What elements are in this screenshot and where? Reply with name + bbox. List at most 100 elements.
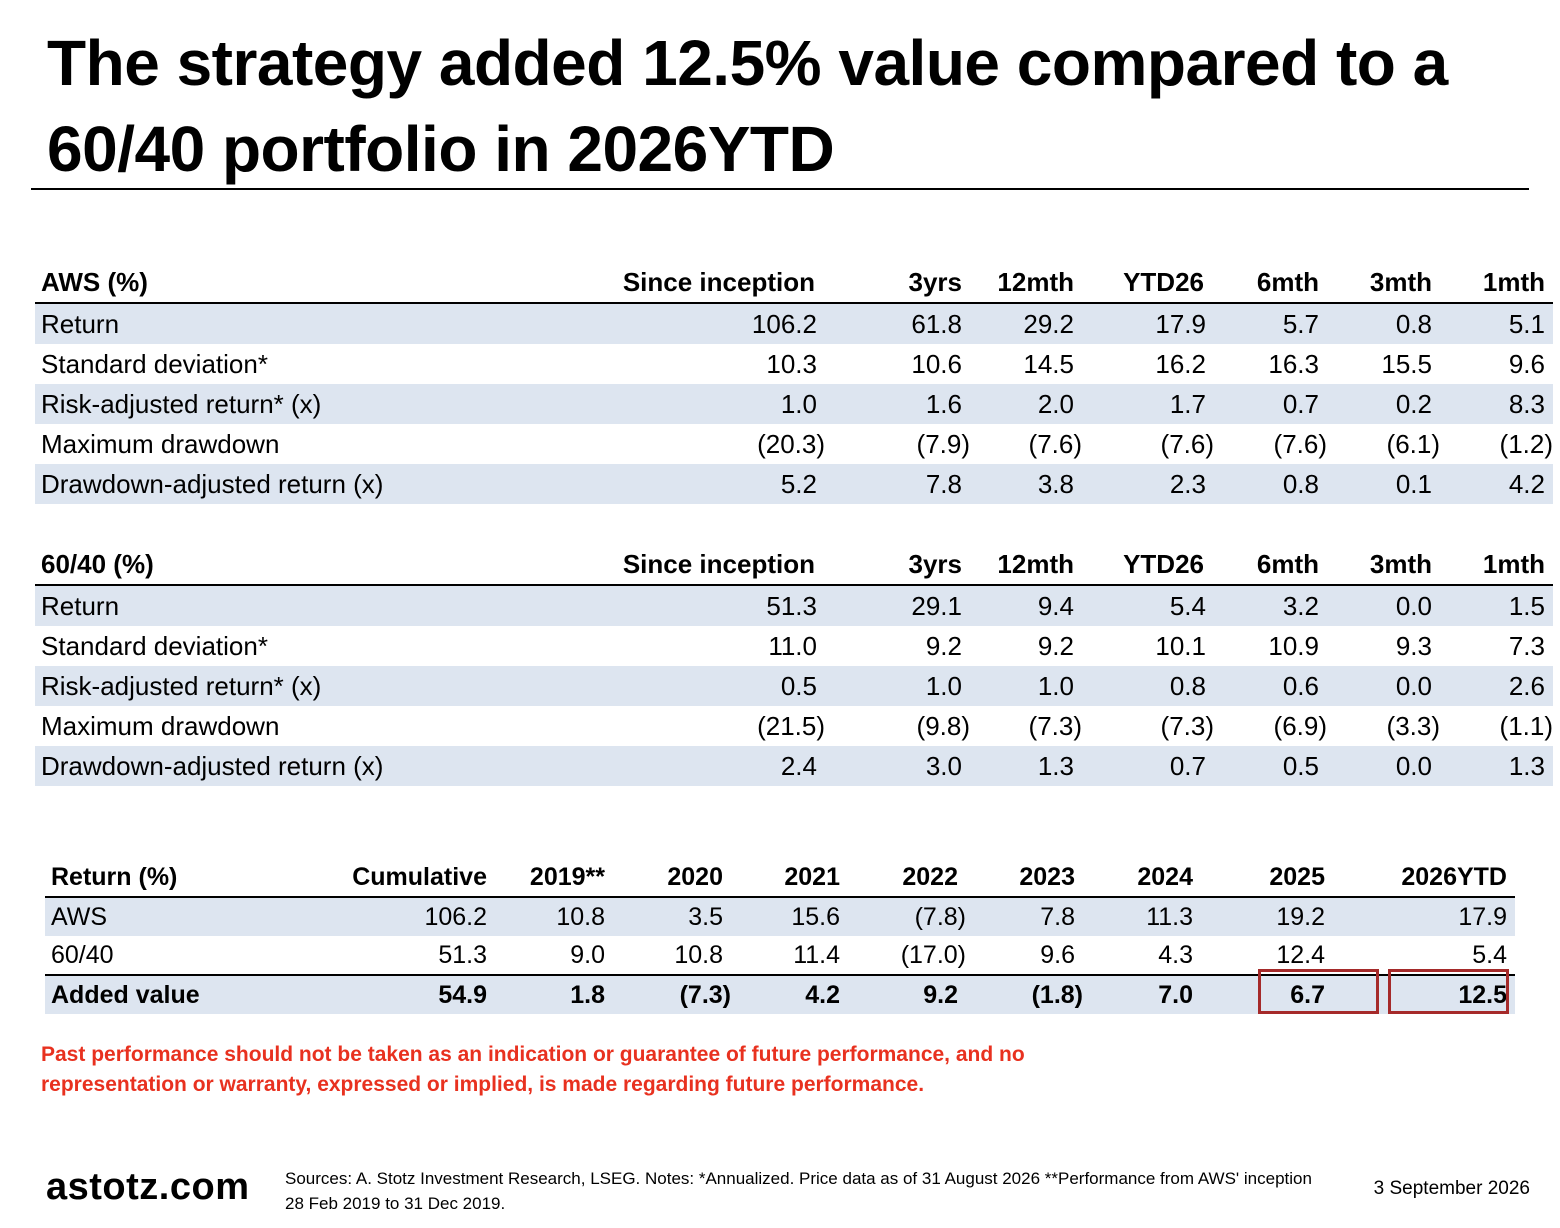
aws-cell: (7.9) xyxy=(916,428,970,459)
aws-cell: 10.3 xyxy=(766,348,817,379)
aws-header-col: 3yrs xyxy=(825,262,970,304)
aws-row-label: Maximum drawdown xyxy=(41,428,280,459)
sixty-forty-cell: 10.9 xyxy=(1268,630,1319,661)
sixty-forty-header-col: 3yrs xyxy=(825,544,970,586)
sixty-forty-cell: 1.3 xyxy=(970,746,1082,786)
return-cell: 6.7 xyxy=(1201,974,1349,1014)
sixty-forty-row-label: Maximum drawdown xyxy=(41,710,280,741)
sixty-forty-row-label: Risk-adjusted return* (x) xyxy=(35,666,590,706)
aws-cell: (6.1) xyxy=(1386,428,1440,459)
return-row: 60/40 51.3 9.0 10.8 11.4 (17.0) 9.6 4.3 12.4 5.4 xyxy=(45,936,1515,975)
return-cell: 10.8 xyxy=(495,897,613,936)
aws-row: Drawdown-adjusted return (x) 5.2 7.8 3.8 2.3… xyxy=(35,464,1553,504)
report-date: 3 September 2026 xyxy=(1373,1178,1530,1199)
aws-cell: 0.2 xyxy=(1327,384,1440,424)
aws-cell: 0.8 xyxy=(1214,464,1327,504)
aws-cell: 8.3 xyxy=(1440,384,1553,424)
aws-cell: 14.5 xyxy=(1023,348,1074,379)
aws-cell: 17.9 xyxy=(1082,303,1214,344)
sixty-forty-row: Return 51.3 29.1 9.4 5.4 3.2 0.0 1.5 xyxy=(35,585,1553,626)
aws-header-col: 6mth xyxy=(1214,262,1327,304)
sixty-forty-cell: 0.0 xyxy=(1327,746,1440,786)
aws-cell: 1.6 xyxy=(825,384,970,424)
return-cell: 12.4 xyxy=(1276,940,1325,969)
aws-cell: 2.0 xyxy=(970,384,1082,424)
sixty-forty-row-label: Standard deviation* xyxy=(41,630,268,661)
sixty-forty-cell: 1.5 xyxy=(1440,585,1553,626)
highlight-box-2026ytd xyxy=(1388,969,1509,1014)
return-cell: (7.3) xyxy=(613,974,731,1014)
aws-cell: 16.3 xyxy=(1268,348,1319,379)
aws-cell: 5.1 xyxy=(1440,303,1553,344)
sixty-forty-cell: 0.0 xyxy=(1327,666,1440,706)
aws-cell: 15.5 xyxy=(1381,348,1432,379)
sixty-forty-header-col: 1mth xyxy=(1440,544,1553,586)
return-cell: 19.2 xyxy=(1201,897,1349,936)
return-header-col: 2026YTD xyxy=(1349,858,1515,898)
return-row-label: Added value xyxy=(45,974,305,1014)
return-header-col: 2022 xyxy=(848,858,966,898)
return-header-col: Cumulative xyxy=(305,858,495,898)
return-cell: 9.6 xyxy=(1040,940,1075,969)
return-cell: 54.9 xyxy=(305,974,495,1014)
highlight-box-2025 xyxy=(1258,969,1379,1014)
sixty-forty-cell: (9.8) xyxy=(916,710,970,741)
sixty-forty-cell: 9.3 xyxy=(1395,630,1432,661)
aws-performance-table: AWS (%) Since inception 3yrs 12mth YTD26… xyxy=(35,262,1553,504)
return-cell: (17.0) xyxy=(900,940,966,969)
aws-row-label: Return xyxy=(35,303,590,344)
return-cell: 3.5 xyxy=(613,897,731,936)
return-cell: 7.8 xyxy=(966,897,1083,936)
aws-row: Standard deviation* 10.3 10.6 14.5 16.2 16.3 1… xyxy=(35,344,1553,384)
aws-cell: 4.2 xyxy=(1440,464,1553,504)
sixty-forty-cell: 51.3 xyxy=(590,585,825,626)
sixty-forty-row: Standard deviation* 11.0 9.2 9.2 10.1 10.9 9.3… xyxy=(35,626,1553,666)
aws-cell: 0.8 xyxy=(1327,303,1440,344)
sixty-forty-cell: 0.5 xyxy=(1214,746,1327,786)
sixty-forty-header-label: 60/40 (%) xyxy=(35,544,590,586)
sixty-forty-performance-table: 60/40 (%) Since inception 3yrs 12mth YTD… xyxy=(35,544,1553,786)
return-cell: 5.4 xyxy=(1472,940,1507,969)
aws-header-col: 12mth xyxy=(970,262,1082,304)
return-header-col: 2021 xyxy=(731,858,848,898)
sixty-forty-cell: (21.5) xyxy=(757,710,825,741)
return-cell: 1.8 xyxy=(495,974,613,1014)
sixty-forty-cell: 0.5 xyxy=(590,666,825,706)
aws-cell: 10.6 xyxy=(911,348,962,379)
aws-cell: (20.3) xyxy=(757,428,825,459)
sixty-forty-cell: 7.3 xyxy=(1508,630,1545,661)
return-cell: 51.3 xyxy=(438,940,487,969)
aws-table-header: AWS (%) Since inception 3yrs 12mth YTD26… xyxy=(35,262,1553,304)
sixty-forty-cell: 1.0 xyxy=(825,666,970,706)
return-cell: 4.3 xyxy=(1158,940,1193,969)
aws-cell: 5.2 xyxy=(590,464,825,504)
return-header-col: 2023 xyxy=(966,858,1083,898)
sixty-forty-cell: 3.2 xyxy=(1214,585,1327,626)
return-cell: 9.2 xyxy=(848,974,966,1014)
sixty-forty-row: Maximum drawdown (21.5) (9.8) (7.3) (7.3) (6.… xyxy=(35,706,1553,746)
aws-cell: 3.8 xyxy=(970,464,1082,504)
return-cell: 7.0 xyxy=(1083,974,1201,1014)
brand-logo: astotz.com xyxy=(46,1166,250,1208)
title-divider xyxy=(31,188,1529,190)
aws-header-col: Since inception xyxy=(590,262,825,304)
sixty-forty-cell: (1.1) xyxy=(1499,710,1553,741)
sixty-forty-cell: (7.3) xyxy=(1028,710,1082,741)
sixty-forty-cell: 5.4 xyxy=(1082,585,1214,626)
sixty-forty-cell: 9.2 xyxy=(1037,630,1074,661)
return-cell: (1.8) xyxy=(966,974,1083,1014)
return-row: AWS 106.2 10.8 3.5 15.6 (7.8) 7.8 11.3 19.2 17.9 xyxy=(45,897,1515,936)
aws-header-col: YTD26 xyxy=(1082,262,1214,304)
sixty-forty-cell: 1.0 xyxy=(970,666,1082,706)
aws-row-label: Standard deviation* xyxy=(41,348,268,379)
sixty-forty-row: Risk-adjusted return* (x) 0.5 1.0 1.0 0.8 0.6… xyxy=(35,666,1553,706)
aws-cell: 1.0 xyxy=(590,384,825,424)
return-cell: 11.3 xyxy=(1083,897,1201,936)
sixty-forty-cell: (3.3) xyxy=(1386,710,1440,741)
sixty-forty-cell: (7.3) xyxy=(1160,710,1214,741)
aws-row: Return 106.2 61.8 29.2 17.9 5.7 0.8 5.1 xyxy=(35,303,1553,344)
sixty-forty-table-header: 60/40 (%) Since inception 3yrs 12mth YTD… xyxy=(35,544,1553,586)
sources-note: Sources: A. Stotz Investment Research, L… xyxy=(285,1169,1312,1213)
aws-cell: (7.6) xyxy=(1028,428,1082,459)
return-cell: 11.4 xyxy=(793,940,840,969)
